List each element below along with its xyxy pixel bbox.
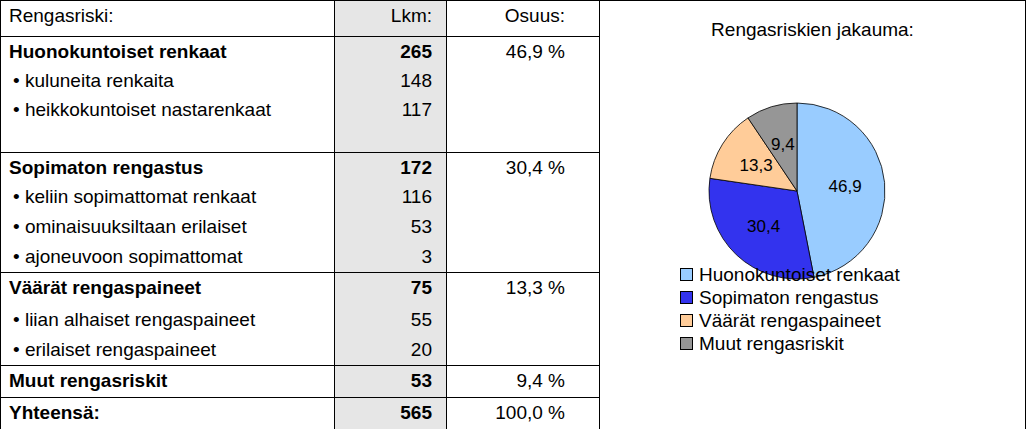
html-text:Väärät rengaspaineet: Väärät rengaspaineet [9,277,202,298]
svg-text:46,9: 46,9 [829,177,862,196]
html-text:• kuluneita renkaita: • kuluneita renkaita [13,69,174,91]
html-text:9,4 %: 9,4 % [516,370,565,391]
html-text:• ajoneuvoon sopimattomat: • ajoneuvoon sopimattomat [13,245,243,267]
html-text:Rengasriskien jakauma:: Rengasriskien jakauma: [711,19,914,40]
html-text:100,0 %: 100,0 % [495,402,565,423]
html-text:30,4 %: 30,4 % [505,157,565,178]
html-text:Väärät rengaspaineet: Väärät rengaspaineet [699,309,881,331]
html-text:Sopimaton rengastus: Sopimaton rengastus [699,286,879,308]
html-text:116: 116 [401,185,432,207]
html-text:• erilaiset rengaspaineet: • erilaiset rengaspaineet [13,338,217,360]
html-text:Yhteensä:: Yhteensä: [9,402,100,423]
html-text:13,3 %: 13,3 % [505,277,565,298]
svg-text:13,3: 13,3 [740,156,773,175]
html-text:20: 20 [410,338,432,360]
html-text:Muut rengasriskit: Muut rengasriskit [9,370,168,391]
html-text:• ominaisuuksiltaan erilaiset: • ominaisuuksiltaan erilaiset [13,215,247,237]
html-text:Huonokuntoiset renkaat: Huonokuntoiset renkaat [9,41,227,62]
html-text:Lkm:: Lkm: [390,5,432,26]
html-text:46,9 %: 46,9 % [505,41,565,62]
html-text:Huonokuntoiset renkaat: Huonokuntoiset renkaat [699,263,900,285]
html-text:3: 3 [421,245,432,267]
html-text:• keliin sopimattomat renkaat: • keliin sopimattomat renkaat [13,185,257,207]
svg-text:9,4: 9,4 [771,135,795,154]
html-text:Muut rengasriskit: Muut rengasriskit [699,332,844,354]
html-text:Sopimaton rengastus: Sopimaton rengastus [9,157,204,178]
html-text:172: 172 [400,157,432,178]
html-text:• heikkokuntoiset nastarenkaat: • heikkokuntoiset nastarenkaat [13,98,271,120]
html-text:148: 148 [400,69,432,91]
html-text:53: 53 [410,215,432,237]
html-text:Osuus:: Osuus: [504,5,565,26]
html-text:565: 565 [400,402,432,423]
html-text:Rengasriski:: Rengasriski: [9,5,114,26]
html-text:55: 55 [410,308,432,330]
html-text:117: 117 [401,98,432,120]
svg-text:30,4: 30,4 [747,217,780,236]
html-text:• liian alhaiset rengaspaineet: • liian alhaiset rengaspaineet [13,308,256,330]
html-text:265: 265 [400,41,432,62]
html-text:75: 75 [410,277,432,298]
html-text:53: 53 [410,370,432,391]
